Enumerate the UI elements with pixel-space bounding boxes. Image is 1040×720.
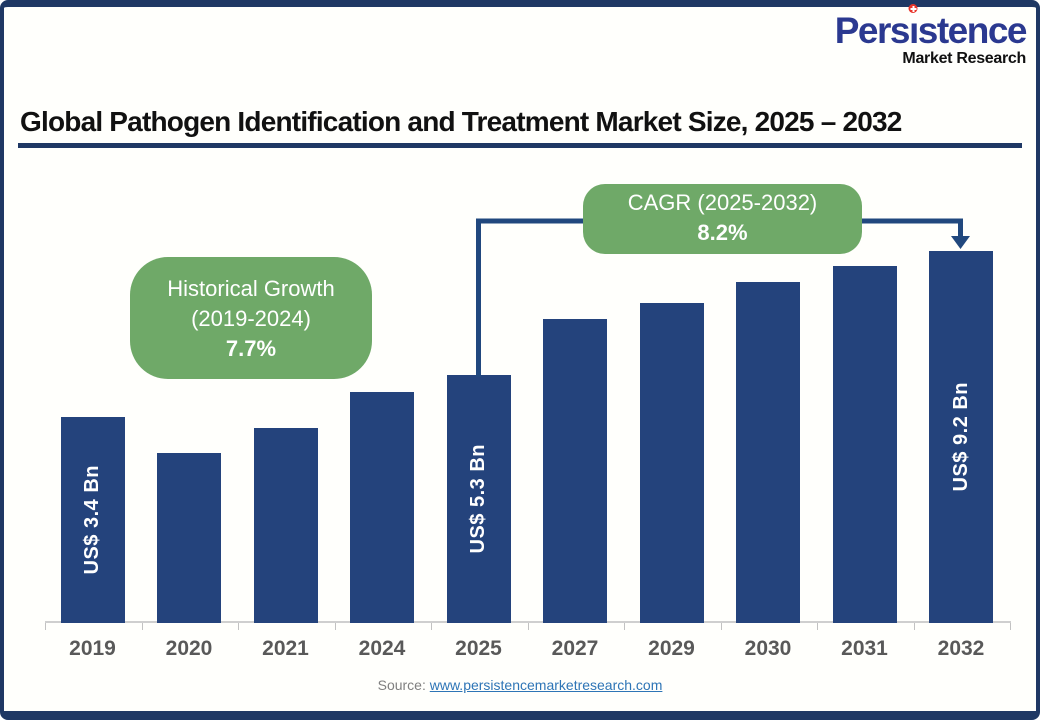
axis-tick: [624, 623, 625, 630]
axis-tick: [334, 623, 336, 630]
historical-growth-line1: Historical Growth: [167, 276, 335, 301]
year-label-2021: 2021: [262, 637, 309, 660]
logo-wordmark: Pers ıstence: [834, 4, 1028, 51]
year-label-2031: 2031: [841, 637, 888, 660]
axis-tick: [431, 623, 432, 630]
cagr-line1: CAGR (2025-2032): [627, 190, 818, 215]
axis-tick: [817, 623, 818, 630]
year-label-2020: 2020: [165, 637, 213, 660]
bar-value-label-2032: US$ 9.2 Bn: [949, 382, 972, 492]
year-label-2032: 2032: [937, 637, 985, 660]
logo-dot-icon: [908, 4, 918, 13]
year-label-2025: 2025: [455, 637, 502, 660]
source-label: Source: www.persistencemarketresearch.co…: [0, 677, 1040, 693]
bar-2029: [639, 303, 704, 623]
year-label-2030: 2030: [744, 637, 792, 660]
logo-text-pre: Pers: [834, 10, 911, 51]
logo-text-i: ı: [908, 10, 919, 51]
cagr-value: 8.2%: [697, 220, 748, 245]
pmr-logo: Pers ıstence Market Research: [834, 4, 1028, 67]
historical-growth-value: 7.7%: [225, 336, 277, 361]
logo-subtitle: Market Research: [902, 50, 1026, 67]
axis-tick: [527, 623, 529, 630]
axis-tick: [913, 623, 915, 630]
page-title: Global Pathogen Identification and Treat…: [20, 106, 902, 137]
bar-2025: US$ 5.3 Bn: [446, 375, 511, 623]
bar-2032: US$ 9.2 Bn: [929, 251, 993, 623]
axis-tick: [720, 623, 722, 630]
bar-value-label-2025: US$ 5.3 Bn: [467, 444, 489, 554]
bar-value-label-2019: US$ 3.4 Bn: [81, 465, 103, 575]
chart-plot: US$ 3.4 Bn 2019 2020 2021 2024 US$ 5.3 Bn 2025…: [45, 175, 1011, 660]
bar-2019: US$ 3.4 Bn: [60, 417, 125, 623]
historical-growth-badge: Historical Growth (2019-2024) 7.7%: [130, 257, 372, 379]
source-prefix: Source:: [377, 677, 426, 693]
year-label-2029: 2029: [648, 637, 695, 660]
bar-2021: [253, 428, 318, 623]
axis-tick: [141, 623, 143, 630]
year-label-2027: 2027: [551, 637, 599, 660]
bar-2027: [543, 319, 607, 623]
bar-2020: [157, 453, 221, 623]
source-link[interactable]: www.persistencemarketresearch.com: [429, 677, 663, 693]
year-label-2024: 2024: [358, 637, 406, 660]
logo-text-post: stence: [917, 10, 1028, 51]
cagr-badge: CAGR (2025-2032) 8.2%: [583, 184, 862, 254]
bar-2031: [832, 266, 897, 623]
year-label-2019: 2019: [69, 637, 116, 660]
axis-tick: [238, 623, 239, 630]
axis-tick: [1010, 623, 1011, 630]
title-underline: [18, 143, 1022, 148]
bar-2024: [350, 392, 414, 623]
bar-2030: [736, 282, 800, 623]
x-axis: [45, 621, 1011, 623]
historical-growth-line2: (2019-2024): [191, 306, 311, 331]
axis-tick: [45, 623, 46, 630]
